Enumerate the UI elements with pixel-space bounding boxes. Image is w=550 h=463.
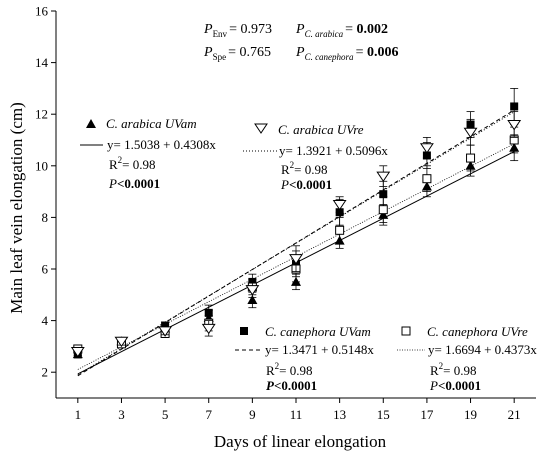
x-tick-label: 7 [205,407,212,422]
marker-open-triangle [70,347,85,358]
data-point [70,347,85,358]
x-tick-label: 17 [420,407,434,422]
x-tick-label: 5 [162,407,169,422]
y-tick-label: 6 [42,262,49,277]
legend-r2: R2= 0.98 [281,160,328,177]
x-axis-title: Days of linear elongation [214,432,387,451]
marker-open-triangle [158,326,173,337]
marker-open-triangle [201,323,216,335]
legend-equation: y= 1.5038 + 0.4308x [107,137,216,152]
data-point [332,196,347,213]
marker-open-triangle [289,254,303,265]
legend-series-name: C. canephora UVam [265,324,371,339]
legend-canephora-uvre: C. canephora UVre y= 1.6694 + 0.4373x R2… [397,324,537,393]
marker-filled-square [161,321,170,330]
marker-open-triangle [332,200,347,211]
x-tick-label: 11 [290,407,303,422]
marker-filled-square [510,102,519,111]
marker-filled-square [379,190,388,199]
x-tick-label: 13 [333,407,346,422]
marker-filled-square [204,308,213,317]
legend-arabica-uvre: C. arabica UVre y= 1.3921 + 0.5096x R2= … [243,122,388,192]
x-tick-label: 1 [75,407,82,422]
data-point [335,216,345,244]
stat-p-spe: PSpe = 0.765 [203,45,271,62]
stat-p-canephora: PC. canephora = 0.006 [295,45,398,62]
legend-canephora-uvam: C. canephora UVam y= 1.3471 + 0.5148x R2… [235,324,374,393]
x-tick-label: 9 [249,407,256,422]
data-point [201,320,216,337]
legend-r2: R2= 0.98 [430,361,477,378]
legend-r2: R2= 0.98 [109,155,156,172]
data-point [245,281,260,298]
x-tick-label: 15 [377,407,390,422]
marker-open-square [335,225,345,235]
x-tick-label: 21 [508,407,521,422]
data-point [422,165,432,193]
legend-equation: y= 1.6694 + 0.4373x [428,342,537,357]
legend-arabica-uvam: C. arabica UVam y= 1.5038 + 0.4308x R2= … [80,116,216,191]
legend-series-name: C. canephora UVre [427,324,528,339]
legend-p: P<0.0001 [108,176,160,191]
stats-block: PEnv = 0.973 PSpe = 0.765 PC. arabica = 0.0… [203,22,398,62]
y-axis-title: Main leaf vein elongation (cm) [7,102,26,313]
data-point [507,111,522,138]
legend-marker-open-triangle [254,123,268,134]
legend-r2: R2= 0.98 [266,361,313,378]
data-point [376,165,391,187]
x-tick-label: 3 [118,407,125,422]
legend-series-name: C. arabica UVam [106,116,197,131]
legend-marker-open-square [401,326,411,336]
marker-open-square [466,153,476,163]
legend-marker-filled-triangle [86,119,96,128]
marker-open-triangle [245,285,260,296]
x-tick-label: 19 [464,407,477,422]
marker-open-square [378,205,388,215]
legend-series-name: C. arabica UVre [278,122,364,137]
data-point [463,118,478,146]
data-markers [70,88,522,359]
y-tick-label: 16 [35,4,49,19]
legend-equation: y= 1.3471 + 0.5148x [265,342,374,357]
regression-line-2 [77,109,515,377]
stat-p-arabica: PC. arabica = 0.002 [295,22,388,39]
legend-equation: y= 1.3921 + 0.5096x [279,143,388,158]
legend-marker-filled-square [240,327,248,335]
stat-p-env: PEnv = 0.973 [203,22,272,39]
marker-open-triangle [114,336,129,348]
marker-open-triangle [419,143,434,154]
data-point [114,336,129,348]
marker-filled-triangle [247,294,258,304]
y-tick-label: 4 [42,313,49,328]
marker-open-triangle [463,127,478,139]
y-tick-label: 8 [42,210,49,225]
legend-p: P<0.0001 [280,177,332,192]
legend-p: P<0.0001 [266,378,317,393]
y-tick-label: 12 [35,107,48,122]
y-tick-label: 10 [35,158,48,173]
marker-open-square [422,174,432,184]
data-point [419,137,434,159]
y-tick-label: 14 [35,55,49,70]
data-point [289,245,303,272]
data-point [247,291,258,309]
data-point [158,326,173,337]
y-tick-label: 2 [42,365,49,380]
data-point [378,196,388,223]
marker-open-triangle [507,120,522,131]
marker-open-triangle [376,171,391,183]
legend-p: P<0.0001 [429,378,481,393]
